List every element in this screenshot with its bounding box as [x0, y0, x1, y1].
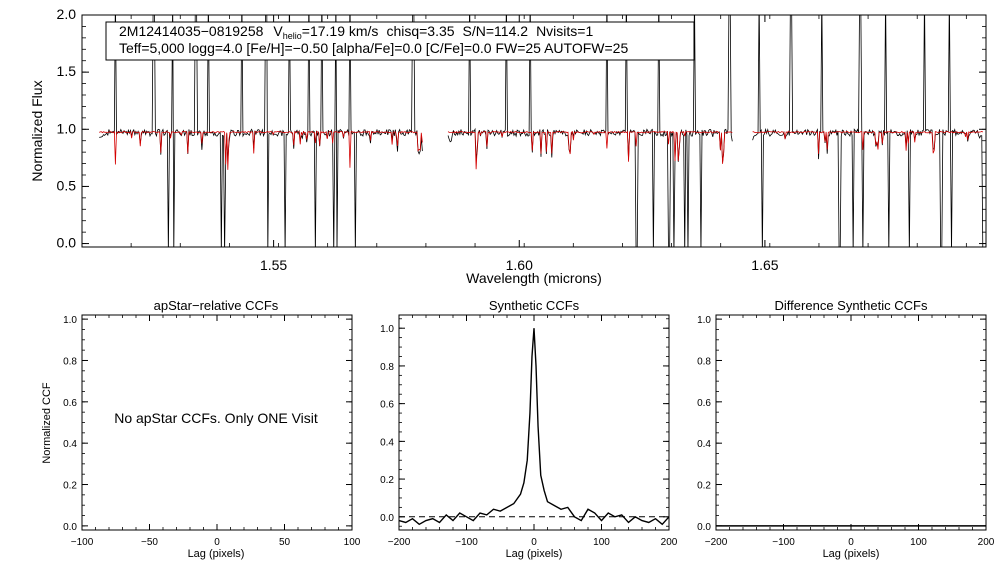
- observed-spectrum-line: [99, 15, 423, 247]
- x-tick-label: 1.60: [506, 257, 533, 273]
- synthetic-spectrum-line: [99, 130, 423, 170]
- x-tick-label: 50: [279, 537, 291, 548]
- y-tick-label: 0.4: [697, 439, 711, 450]
- y-tick-label: 0.0: [697, 522, 711, 533]
- x-tick-label: −100: [71, 537, 94, 548]
- x-tick-label: −100: [772, 537, 795, 548]
- vhelio-subscript: helio: [283, 31, 302, 41]
- spectrum-xlabel: Wavelength (microns): [466, 270, 602, 286]
- y-tick-label: 0.0: [380, 513, 394, 524]
- spectrum-plot-area: [99, 15, 984, 247]
- annotation-line-2: Teff=5,000 logg=4.0 [Fe/H]=−0.50 [alpha/…: [119, 40, 628, 56]
- x-tick-label: 200: [661, 537, 678, 548]
- y-tick-label: 1.0: [63, 315, 77, 326]
- apstar-ccf-panel: apStar−relative CCFs −100 −50 0 50 100 0.0 0.2…: [41, 298, 361, 560]
- x-tick-label: 100: [344, 537, 361, 548]
- x-tick-label: −200: [388, 537, 411, 548]
- vhelio-label: V: [273, 23, 283, 39]
- difference-ccf-title: Difference Synthetic CCFs: [775, 298, 928, 313]
- y-tick-label: 2.0: [57, 6, 77, 22]
- x-tick-label: 200: [978, 537, 995, 548]
- apstar-ccf-xlabel: Lag (pixels): [188, 548, 245, 560]
- x-tick-label: 100: [593, 537, 610, 548]
- difference-ccf-frame: [715, 314, 987, 531]
- spectrum-panel: 1.55 1.60 1.65 0.0 0.5 1.0 1.5 2.0 2M12414035−0…: [29, 6, 987, 286]
- x-tick-label: 0: [848, 537, 854, 548]
- y-tick-label: 0.8: [380, 362, 394, 373]
- x-tick-label: 1.65: [751, 257, 778, 273]
- apstar-ccf-message: No apStar CCFs. Only ONE Visit: [114, 410, 318, 426]
- annotation-box: [105, 21, 695, 61]
- y-tick-label: 0.6: [380, 400, 394, 411]
- y-tick-label: 0.2: [63, 481, 77, 492]
- x-tick-label: 0: [531, 537, 537, 548]
- spectrum-annotation: 2M12414035−0819258 Vhelio=17.19 km/s chisq…: [105, 21, 695, 61]
- difference-ccf-xlabel: Lag (pixels): [823, 548, 880, 560]
- apstar-ccf-axes: −100 −50 0 50 100 0.0 0.2 0.4 0.6 0.8 1.0: [63, 315, 361, 548]
- y-tick-label: 0.0: [63, 522, 77, 533]
- snr-value: S/N=114.2: [463, 23, 529, 39]
- y-tick-label: 0.5: [57, 177, 77, 193]
- x-tick-label: −50: [141, 537, 158, 548]
- apstar-ccf-ylabel: Normalized CCF: [41, 382, 53, 464]
- synthetic-spectrum-line: [447, 130, 733, 170]
- chisq-value: chisq=3.35: [386, 23, 454, 39]
- vhelio-value: =17.19 km/s: [302, 23, 379, 39]
- x-tick-label: −100: [455, 537, 478, 548]
- x-tick-label: 0: [214, 537, 220, 548]
- spectrum-ylabel: Normalized Flux: [29, 80, 45, 181]
- synthetic-ccf-xlabel: Lag (pixels): [506, 548, 563, 560]
- y-tick-label: 0.8: [63, 356, 77, 367]
- y-tick-label: 0.4: [63, 439, 77, 450]
- apstar-ccf-title: apStar−relative CCFs: [154, 298, 279, 313]
- annotation-line-1: 2M12414035−0819258 Vhelio=17.19 km/s chisq…: [119, 23, 593, 41]
- spectrum-axes: 1.55 1.60 1.65 0.0 0.5 1.0 1.5 2.0: [57, 6, 986, 273]
- y-tick-label: 0.8: [697, 356, 711, 367]
- synthetic-ccf-axes: −200 −100 0 100 200 0.0 0.2 0.4 0.6 0.8 1.0: [380, 315, 678, 548]
- y-tick-label: 1.0: [697, 315, 711, 326]
- y-tick-label: 0.6: [697, 398, 711, 409]
- star-id: 2M12414035−0819258: [119, 23, 264, 39]
- difference-ccf-panel: Difference Synthetic CCFs −200 −100 0 100 20…: [697, 298, 995, 560]
- y-tick-label: 1.5: [57, 63, 77, 79]
- observed-spectrum-line: [752, 15, 984, 247]
- y-tick-label: 0.0: [57, 235, 77, 251]
- y-tick-label: 0.6: [63, 398, 77, 409]
- observed-spectrum-line: [447, 15, 733, 247]
- x-tick-label: 1.55: [260, 257, 287, 273]
- synthetic-ccf-frame: [398, 314, 670, 531]
- x-tick-label: −200: [705, 537, 728, 548]
- y-tick-label: 0.4: [380, 437, 394, 448]
- ccf-line: [398, 328, 670, 526]
- synthetic-spectrum-line: [752, 130, 984, 154]
- y-tick-label: 1.0: [57, 120, 77, 136]
- y-tick-label: 1.0: [380, 324, 394, 335]
- y-tick-label: 0.2: [697, 481, 711, 492]
- spectrum-frame: [81, 14, 987, 248]
- difference-ccf-axes: −200 −100 0 100 200 0.0 0.2 0.4 0.6 0.8 1.0: [697, 315, 995, 548]
- synthetic-ccf-title: Synthetic CCFs: [489, 298, 580, 313]
- nvisits-value: Nvisits=1: [536, 23, 593, 39]
- synthetic-ccf-plot-area: [398, 328, 670, 526]
- y-tick-label: 0.2: [380, 475, 394, 486]
- x-tick-label: 100: [910, 537, 927, 548]
- synthetic-ccf-panel: Synthetic CCFs −200 −100 0 100 200 0.0 0.2 0.4 0…: [380, 298, 678, 560]
